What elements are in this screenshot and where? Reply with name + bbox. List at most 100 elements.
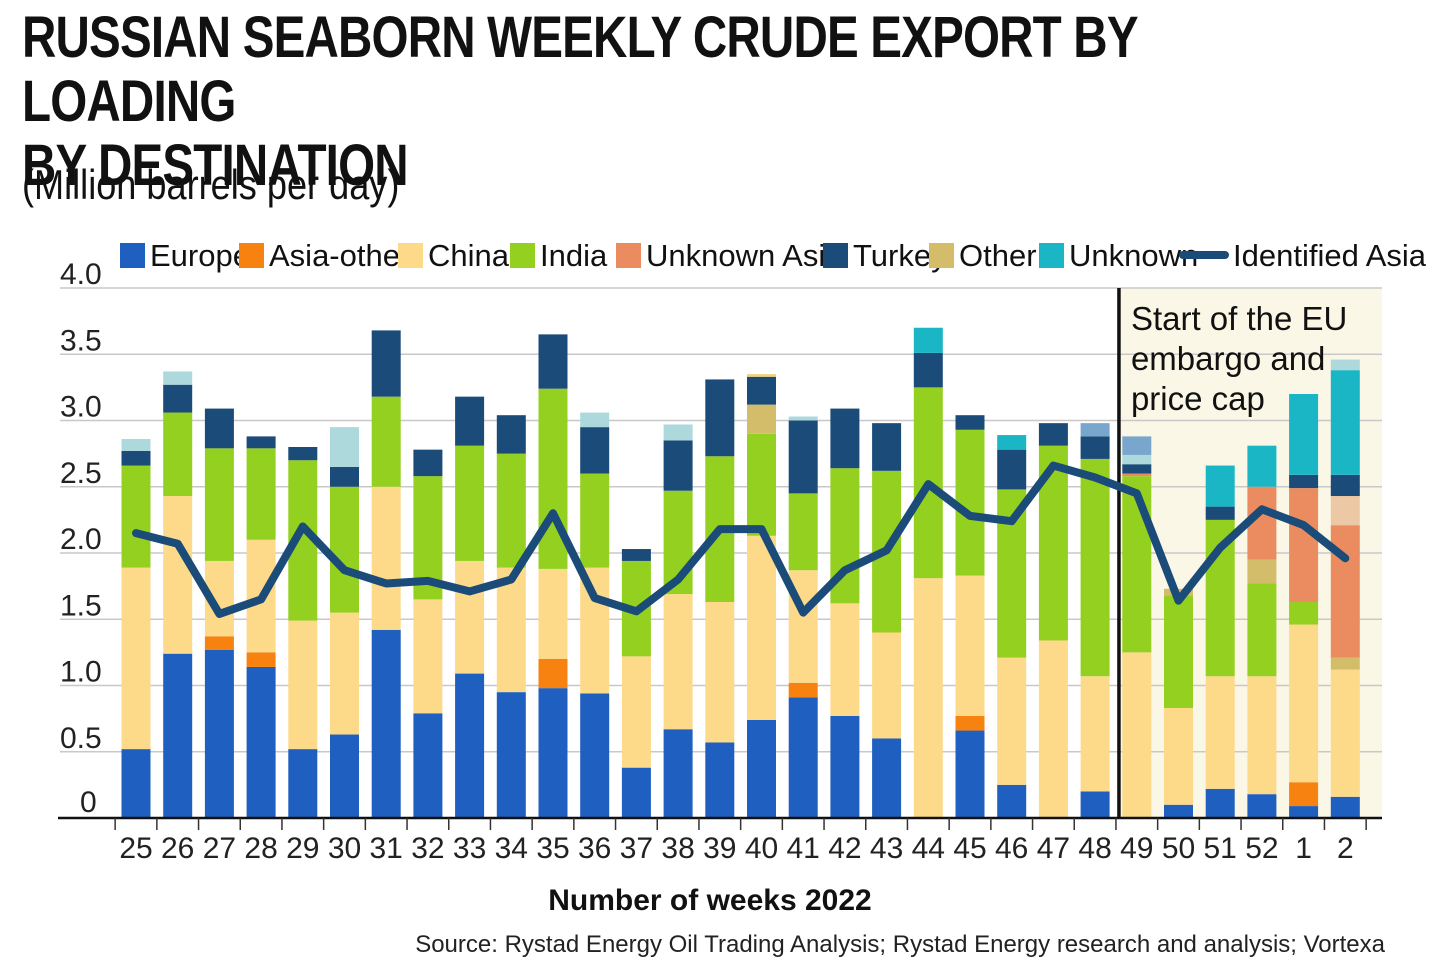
bar-segment — [1205, 465, 1235, 507]
bar-segment — [830, 715, 860, 818]
bar-segment — [1080, 791, 1110, 818]
bar-segment — [1330, 474, 1360, 497]
bar-segment — [163, 496, 193, 654]
x-tick-label: 45 — [953, 832, 986, 865]
y-tick-label: 2.5 — [60, 457, 102, 490]
bar-segment — [330, 612, 359, 735]
bar-segment — [288, 620, 318, 750]
bar-segment — [955, 429, 985, 576]
x-tick-label: 25 — [119, 832, 152, 865]
bar-segment — [705, 379, 735, 457]
bar-segment — [955, 575, 985, 716]
bar-segment — [1330, 525, 1360, 658]
bar-segment — [788, 493, 818, 571]
x-tick-label: 27 — [203, 832, 236, 865]
x-tick-label: 33 — [453, 832, 486, 865]
x-tick-label: 48 — [1078, 832, 1111, 865]
bar-segment — [1289, 806, 1319, 818]
bar-segment — [788, 420, 818, 494]
bar-segment — [1330, 496, 1360, 526]
bar-segment — [288, 447, 318, 461]
source-note: Source: Rystad Energy Oil Trading Analys… — [415, 931, 1385, 958]
bar-segment — [455, 396, 485, 446]
bar-segment — [1289, 624, 1319, 783]
bar-segment — [747, 404, 776, 434]
bar-segment — [997, 449, 1027, 490]
bar-segment — [246, 666, 276, 818]
bar-segment — [246, 652, 276, 667]
bar-segment — [1122, 473, 1152, 477]
bar-segment — [872, 632, 902, 739]
bar-segment — [1080, 436, 1110, 459]
x-tick-label: 49 — [1120, 832, 1153, 865]
bar-segment — [455, 673, 485, 818]
bar-segment — [1247, 583, 1277, 677]
bar-segment — [204, 408, 234, 449]
bar-segment — [747, 535, 776, 720]
bar-segment — [997, 435, 1027, 450]
bar-segment — [1164, 804, 1193, 818]
y-tick-label: 2.0 — [60, 523, 102, 556]
y-tick-label: 3.0 — [60, 391, 102, 424]
bar-segment — [538, 334, 568, 389]
bar-segment — [621, 549, 651, 561]
bar-segment — [1289, 602, 1319, 625]
bar-segment — [163, 371, 193, 385]
bar-segment — [1247, 676, 1277, 795]
bar-segment — [1205, 788, 1235, 818]
bar-segment — [538, 688, 568, 818]
bar-segment — [788, 416, 818, 421]
embargo-annotation-line: Start of the EU — [1131, 300, 1347, 337]
bar-segment — [747, 374, 776, 377]
bar-segment — [163, 412, 193, 497]
x-tick-label: 41 — [787, 832, 820, 865]
x-tick-label: 32 — [411, 832, 444, 865]
bar-segment — [663, 440, 693, 491]
legend-label: India — [540, 238, 608, 273]
legend-swatch — [510, 243, 535, 268]
x-tick-label: 40 — [745, 832, 778, 865]
bar-segment — [1330, 669, 1360, 797]
bar-segment — [538, 659, 568, 689]
bar-segment — [121, 749, 151, 818]
bar-segment — [1164, 595, 1193, 709]
legend-swatch — [616, 243, 641, 268]
bar-segment — [913, 578, 943, 818]
bar-segment — [455, 560, 485, 674]
bar-segment — [330, 734, 359, 818]
y-tick-label: 3.5 — [60, 324, 102, 357]
legend: Europe Asia-other China India Unknown Asia Tu… — [120, 238, 1427, 273]
legend-label: Europe — [150, 238, 250, 273]
plot-area: 00.51.01.52.02.53.03.54.025 26 27 28 29 30 31 3… — [58, 258, 1382, 865]
bar-segment — [872, 423, 902, 471]
y-tick-label: 0.5 — [60, 722, 102, 755]
bar-segment — [1164, 708, 1193, 805]
bar-segment — [330, 427, 359, 467]
bar-segment — [1122, 652, 1152, 818]
bar-segment — [1330, 796, 1360, 818]
bar-segment — [621, 767, 651, 818]
bar-segment — [121, 450, 151, 466]
bar-segment — [663, 729, 693, 818]
y-tick-label: 4.0 — [60, 258, 102, 291]
bar-segment — [1205, 676, 1235, 789]
y-tick-label: 1.0 — [60, 656, 102, 689]
identified-asia-line — [132, 461, 1350, 618]
bar-segment — [830, 408, 860, 469]
x-axis-label: Number of weeks 2022 — [548, 884, 871, 917]
x-tick-label: 52 — [1245, 832, 1278, 865]
bar-segment — [288, 749, 318, 818]
bar-segment — [1122, 454, 1152, 465]
bar-segment — [204, 448, 234, 561]
bar-segment — [1330, 359, 1360, 371]
x-tick-label: 38 — [661, 832, 694, 865]
bar-segment — [747, 719, 776, 818]
bar-segment — [955, 415, 985, 430]
bar-segment — [538, 568, 568, 659]
x-tick-label: 36 — [578, 832, 611, 865]
bar-segment — [246, 436, 276, 449]
legend-swatch — [823, 243, 848, 268]
legend-label: Unknown — [1069, 238, 1198, 273]
bar-segment — [496, 567, 526, 693]
